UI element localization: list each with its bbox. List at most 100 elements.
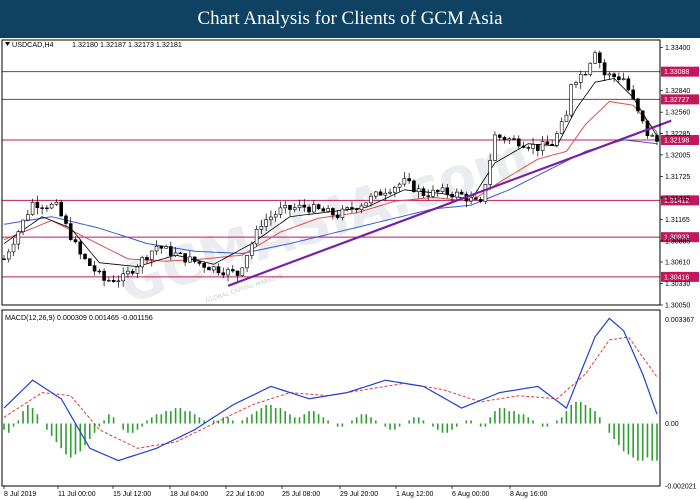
candle xyxy=(459,189,464,195)
level-label: 1.31412 xyxy=(664,198,689,205)
candle xyxy=(78,239,83,260)
candle xyxy=(154,240,159,256)
candlesticks xyxy=(2,50,659,288)
candle xyxy=(250,241,254,260)
candle xyxy=(593,50,597,64)
level-label: 1.30416 xyxy=(664,274,689,281)
candle xyxy=(49,202,54,210)
candle xyxy=(626,75,631,92)
candle xyxy=(354,207,359,214)
time-tick-label: 29 Jul 20:00 xyxy=(340,491,378,498)
candle xyxy=(64,213,68,226)
candle xyxy=(45,204,49,212)
candle xyxy=(569,83,574,118)
candle xyxy=(359,203,364,214)
candle xyxy=(650,133,655,137)
symbol-dropdown-icon[interactable] xyxy=(5,42,10,46)
macd-panel xyxy=(3,317,658,462)
x-axis-labels: 8 Jul 2019 11 Jul 00:00 15 Jul 12:00 18 Jul… xyxy=(3,486,547,498)
title-banner: Chart Analysis for Clients of GCM Asia xyxy=(0,0,700,38)
level-label-bg xyxy=(661,232,699,243)
candle xyxy=(26,209,30,222)
ma-fast-line xyxy=(3,77,658,268)
candle xyxy=(416,184,421,199)
candle xyxy=(536,144,540,157)
macd-tick-label: -0.002021 xyxy=(665,484,697,491)
candle xyxy=(350,201,354,213)
candle xyxy=(264,213,268,231)
time-tick-label: 25 Jul 08:00 xyxy=(282,491,320,498)
candle xyxy=(192,256,197,264)
candle xyxy=(283,200,288,214)
price-tick-label: 1.32560 xyxy=(665,110,690,117)
candle xyxy=(435,189,440,197)
candle xyxy=(30,198,35,216)
candle xyxy=(269,210,273,226)
candle xyxy=(178,251,183,255)
candle xyxy=(230,265,235,273)
candle xyxy=(21,219,25,236)
candle xyxy=(116,275,121,288)
candle xyxy=(92,260,97,276)
macd-label: MACD(12,26,9) 0.000309 0.001465 -0.00115… xyxy=(5,313,153,322)
candle xyxy=(450,191,454,203)
y-axis-labels: 1.33400 1.32840 1.32560 1.32285 1.32005 1.317… xyxy=(660,45,690,310)
candle xyxy=(207,266,211,271)
candle xyxy=(598,50,602,69)
ma-slow-line xyxy=(3,139,658,255)
candle xyxy=(111,275,116,283)
candle xyxy=(202,261,206,273)
candle xyxy=(331,207,335,220)
candle xyxy=(636,98,640,115)
candle xyxy=(140,255,145,274)
candle xyxy=(126,266,130,278)
candle xyxy=(288,204,292,217)
candle xyxy=(102,268,106,287)
price-tick-label: 1.30610 xyxy=(665,259,690,266)
candle xyxy=(340,204,345,221)
price-tick-label: 1.31165 xyxy=(665,217,690,224)
candle xyxy=(302,199,307,213)
moving-averages xyxy=(3,77,658,268)
candle xyxy=(440,183,445,194)
candle xyxy=(555,130,559,148)
candle xyxy=(526,145,531,152)
candle xyxy=(574,80,578,89)
candle xyxy=(602,59,607,82)
candle xyxy=(107,277,111,283)
time-tick-label: 1 Aug 12:00 xyxy=(396,491,433,498)
candle xyxy=(402,171,407,187)
price-tick-label: 1.30885 xyxy=(665,238,690,245)
candle xyxy=(11,238,16,257)
candle xyxy=(617,72,621,83)
candle xyxy=(421,186,426,198)
time-tick-label: 8 Jul 2019 xyxy=(4,491,36,498)
candle xyxy=(383,188,388,202)
macd-line xyxy=(3,317,658,462)
candle xyxy=(516,135,521,150)
candle xyxy=(16,229,21,250)
candle xyxy=(169,241,173,261)
candle xyxy=(497,133,502,141)
candle xyxy=(316,203,321,211)
candle xyxy=(369,193,373,207)
level-label: 1.32198 xyxy=(664,138,689,145)
candle xyxy=(135,264,140,279)
candle xyxy=(87,258,92,266)
candle xyxy=(297,199,302,212)
candle xyxy=(455,188,459,201)
candle xyxy=(278,201,283,219)
symbol-label: USDCAD,H4 xyxy=(12,40,54,49)
candle xyxy=(631,85,635,101)
candle xyxy=(426,189,431,201)
level-label: 1.30933 xyxy=(664,235,689,242)
time-tick-label: 18 Jul 04:00 xyxy=(170,491,208,498)
candle xyxy=(559,117,564,135)
candle xyxy=(507,137,512,144)
candle xyxy=(583,71,588,76)
candle xyxy=(388,188,392,196)
chart-frame xyxy=(1,39,661,487)
candle xyxy=(469,191,473,205)
candle xyxy=(612,72,616,83)
